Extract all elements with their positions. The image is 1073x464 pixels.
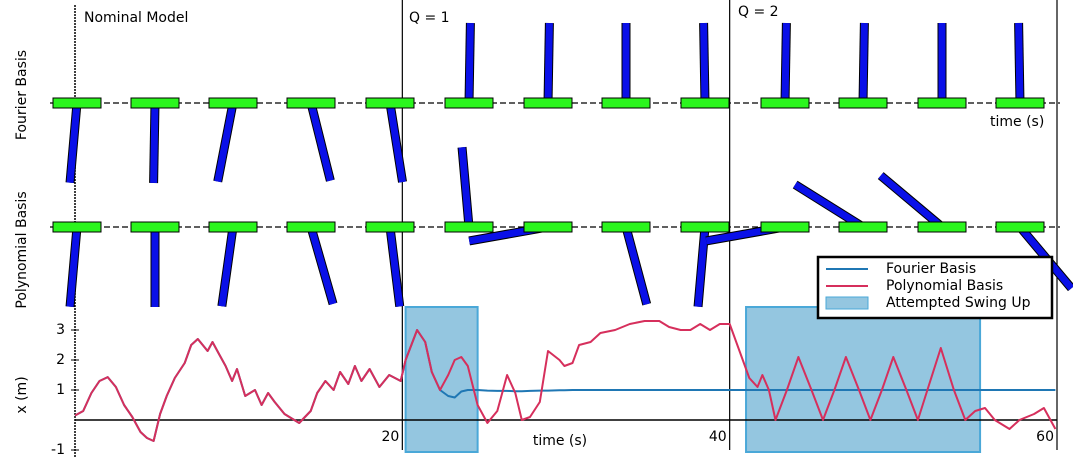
cart: [130, 221, 180, 233]
pole: [859, 22, 868, 104]
cart: [286, 97, 336, 109]
y-tick-label: 1: [56, 382, 65, 398]
pole: [150, 102, 159, 184]
cart: [995, 97, 1045, 109]
pole: [386, 226, 404, 307]
x-axis-label: time (s): [533, 433, 587, 449]
y-tick-label: 3: [56, 322, 65, 338]
x-tick-label: 40: [709, 429, 727, 445]
cart: [208, 221, 258, 233]
cart: [52, 97, 102, 109]
cart: [680, 221, 730, 233]
y-tick-label: 2: [56, 352, 65, 368]
pole: [694, 226, 709, 308]
pole: [1015, 22, 1024, 104]
row-label: Fourier Basis: [14, 50, 30, 140]
cart: [917, 221, 967, 233]
cart: [130, 97, 180, 109]
pole: [307, 102, 334, 182]
cart: [601, 97, 651, 109]
cart: [838, 221, 888, 233]
cart: [838, 97, 888, 109]
pole: [878, 172, 945, 230]
series-line: [74, 320, 1057, 442]
pole: [700, 22, 709, 104]
pole: [218, 226, 237, 307]
pole: [66, 226, 81, 308]
cart: [760, 221, 810, 233]
cart: [523, 97, 573, 109]
legend-label: Attempted Swing Up: [886, 295, 1031, 311]
cart: [680, 97, 730, 109]
y-tick-label: -1: [51, 442, 65, 458]
cart: [365, 97, 415, 109]
pole: [793, 181, 865, 230]
annotation: Nominal Model: [84, 10, 188, 26]
annotation: Q = 2: [738, 4, 779, 20]
cart: [286, 221, 336, 233]
y-axis-label: x (m): [14, 376, 30, 413]
legend-swatch: [825, 296, 869, 310]
legend-label: Fourier Basis: [886, 261, 976, 277]
pole: [458, 146, 473, 228]
x-tick-label: 20: [382, 429, 400, 445]
cart: [52, 221, 102, 233]
pole: [544, 22, 553, 104]
cart: [365, 221, 415, 233]
cart: [995, 221, 1045, 233]
annotation: Q = 1: [409, 10, 450, 26]
pole: [465, 22, 474, 104]
cart: [523, 221, 573, 233]
cart: [917, 97, 967, 109]
pole: [214, 102, 237, 183]
pole: [66, 102, 81, 184]
cart: [208, 97, 258, 109]
cart: [444, 97, 494, 109]
pole: [781, 22, 790, 104]
shaded-region: [404, 306, 479, 453]
x-tick-label: 60: [1036, 429, 1054, 445]
shaded-region: [745, 306, 982, 453]
cart: [760, 97, 810, 109]
row-label: Polynomial Basis: [14, 191, 30, 308]
pole: [386, 102, 406, 183]
cart: [601, 221, 651, 233]
cart: [444, 221, 494, 233]
legend-label: Polynomial Basis: [886, 278, 1003, 294]
pole: [622, 226, 651, 306]
top-x-label: time (s): [990, 114, 1044, 130]
pole: [307, 226, 337, 305]
